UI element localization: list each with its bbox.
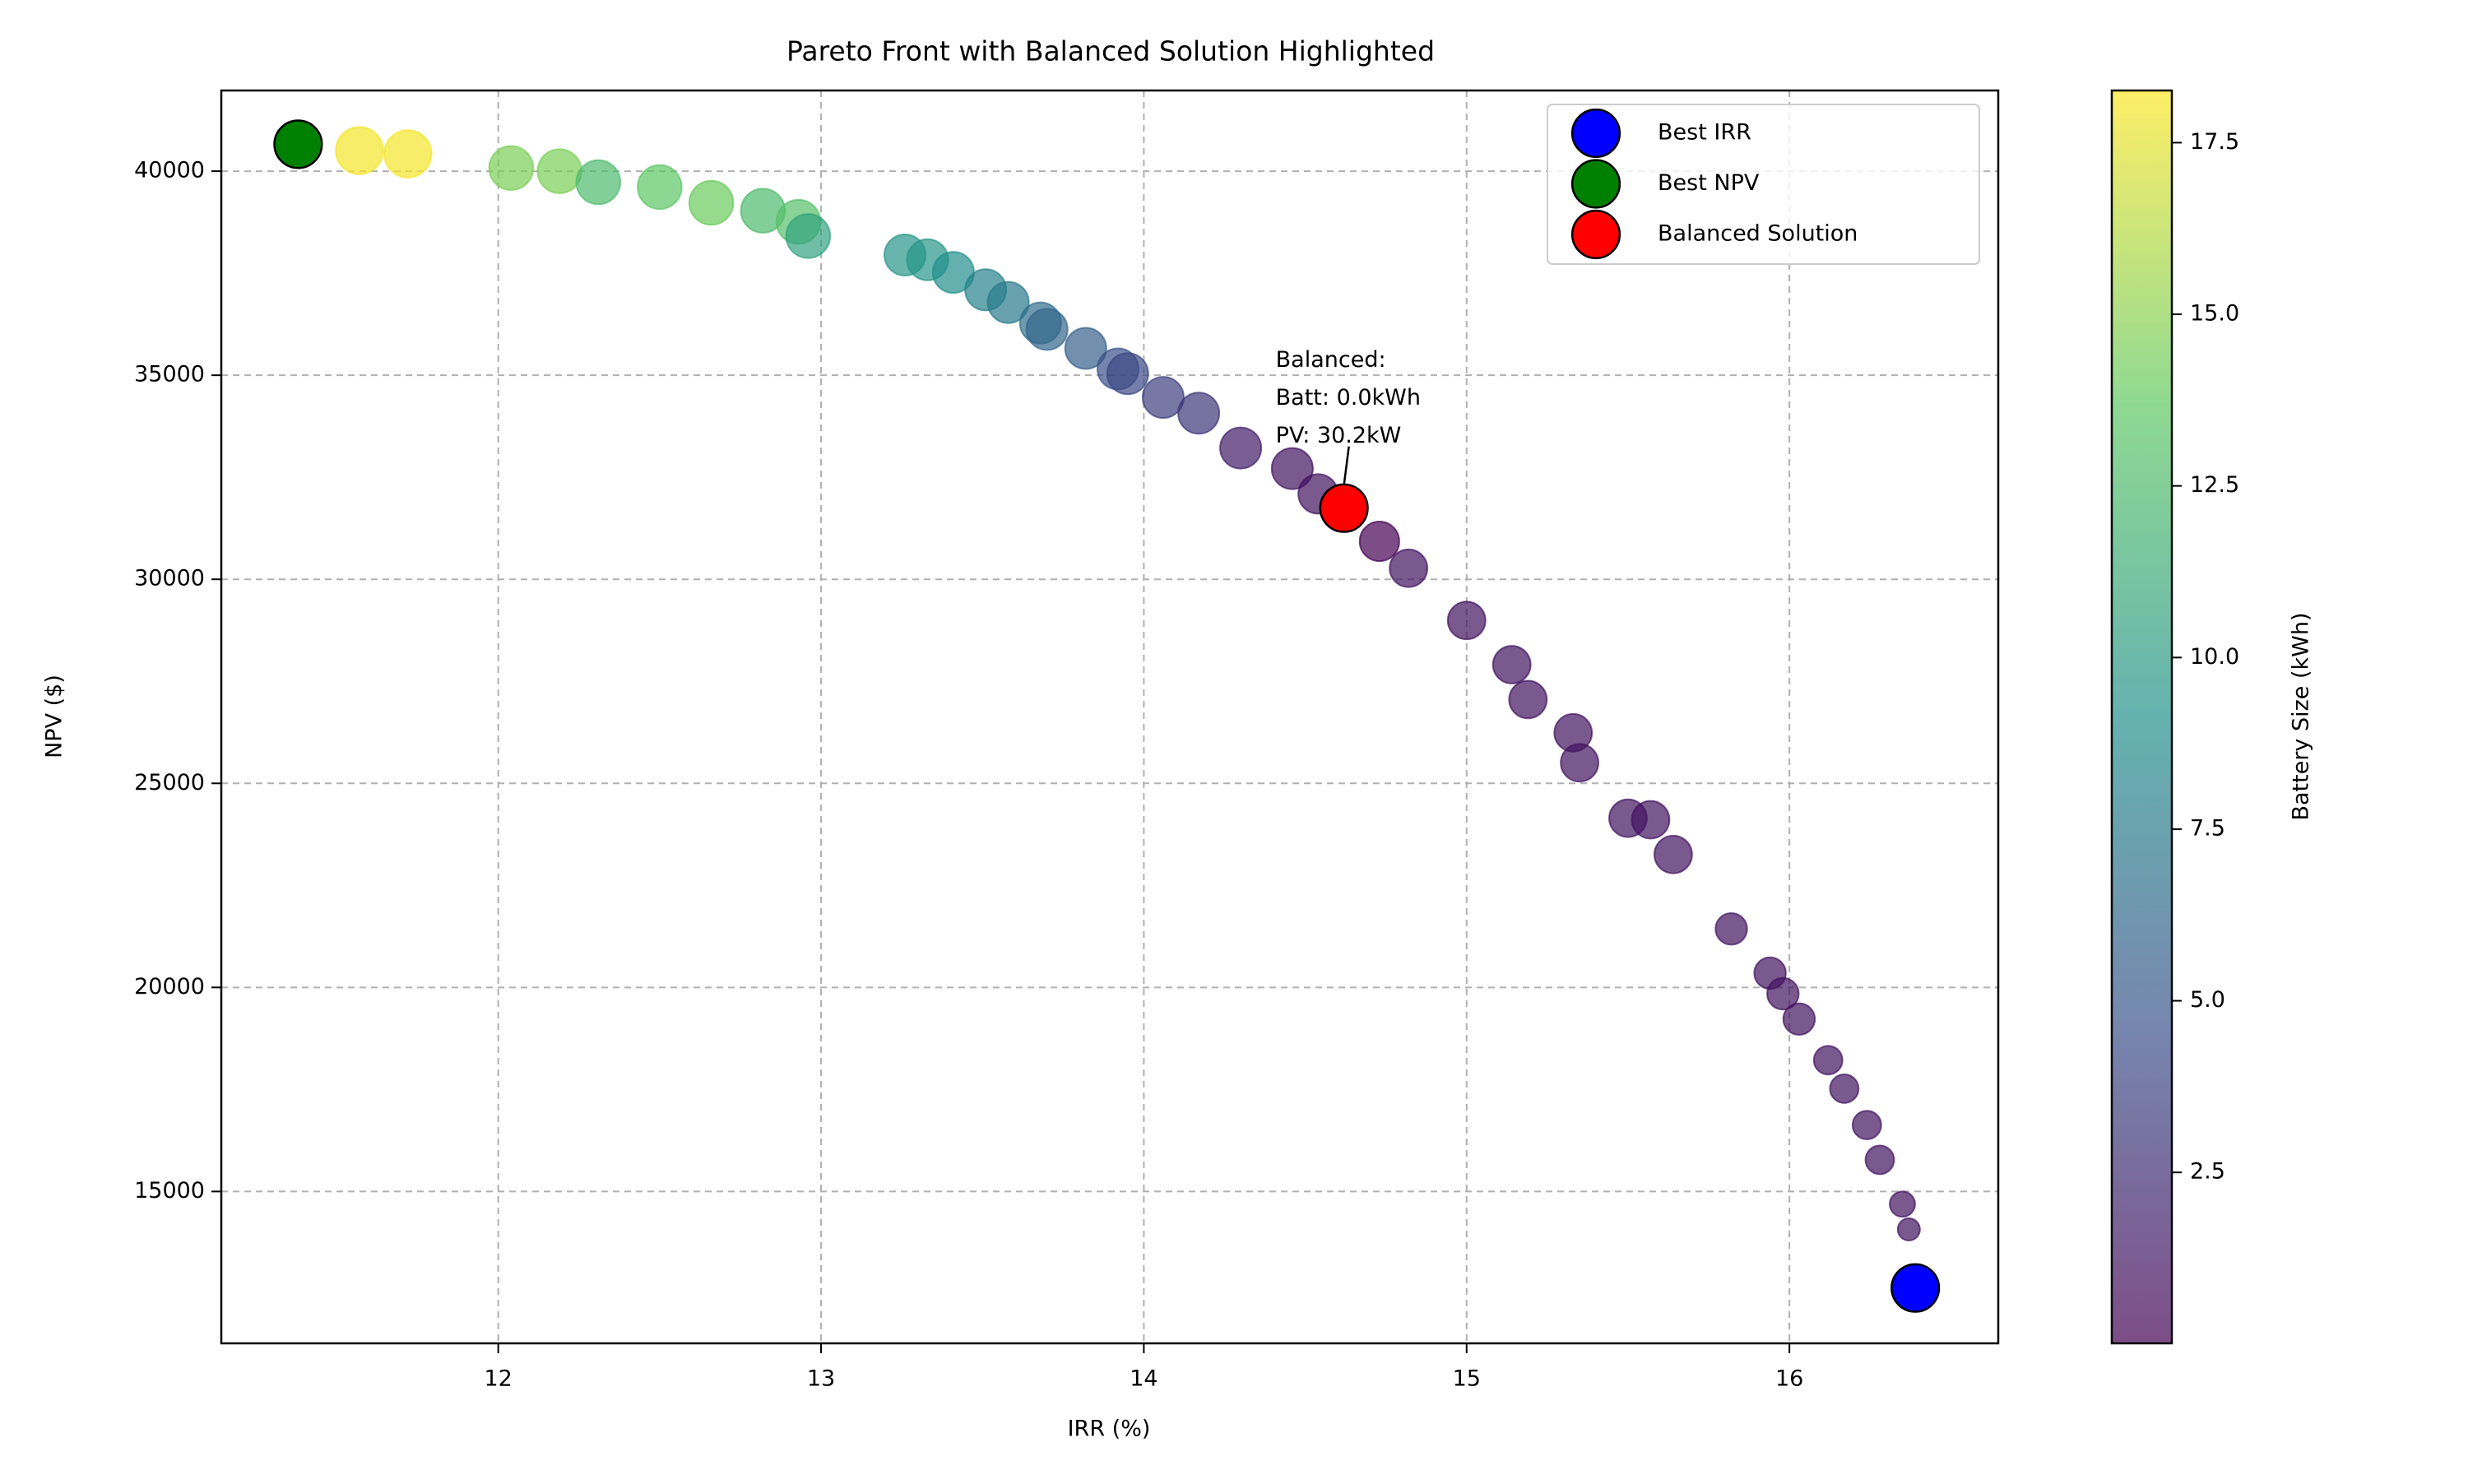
point [536,148,582,194]
colorbar [2112,90,2172,1343]
legend-label: Best IRR [1658,120,1751,146]
point [1896,1217,1921,1242]
point [1782,1002,1816,1036]
highlight-point [1319,483,1369,533]
colorbar-tick-label: 2.5 [2190,1159,2225,1185]
plot-area [221,90,1998,1343]
plot-frame [220,89,2000,1345]
point [1219,426,1263,470]
point [383,129,433,179]
point [1829,1074,1860,1104]
colorbar-label: Battery Size (kWh) [2289,612,2314,820]
x-tick-label: 14 [1130,1366,1157,1392]
x-tick-label: 16 [1775,1366,1803,1392]
highlight-point [1890,1263,1941,1313]
point [637,164,683,211]
colorbar-tick-label: 5.0 [2190,987,2225,1013]
colorbar-tick-label: 10.0 [2190,644,2239,670]
y-tick-label: 25000 [134,770,205,795]
y-tick-label: 35000 [134,362,205,387]
point [1270,447,1314,490]
point [488,145,535,191]
point [1446,601,1487,641]
annotation-text: Batt: 0.0kWh [1276,385,1421,410]
point [1358,521,1400,563]
point [1064,327,1107,370]
point [1508,679,1548,720]
y-tick-label: 40000 [134,158,205,183]
point [1389,548,1429,588]
chart-title: Pareto Front with Balanced Solution High… [786,35,1435,67]
colorbar-tick-label: 15.0 [2190,301,2239,327]
point [1177,392,1221,435]
point [1025,308,1069,351]
point [688,179,735,226]
point [1106,352,1149,396]
colorbar-tick-label: 7.5 [2190,815,2225,841]
point [575,159,622,206]
colorbar-tick-label: 17.5 [2190,129,2239,155]
legend-label: Balanced Solution [1658,221,1858,247]
annotation-arrow [1343,446,1350,485]
point [1141,376,1185,420]
point [1864,1144,1895,1176]
point [1851,1110,1882,1141]
legend-entries: Best IRR Best NPV Balanced Solution [1570,108,1858,260]
legend-label: Best NPV [1658,170,1760,196]
point [1812,1045,1844,1076]
legend-marker [1570,209,1621,260]
point [785,213,832,259]
annotation-text: PV: 30.2kW [1276,423,1402,448]
legend-marker [1570,159,1621,209]
point [1491,645,1532,684]
point [1889,1190,1916,1218]
point [986,281,1030,324]
y-axis-label: NPV ($) [42,675,67,758]
point [1654,834,1693,874]
colorbar-tick-label: 12.5 [2190,472,2239,498]
x-tick-label: 13 [807,1366,835,1392]
legend-marker [1570,108,1621,159]
point [1560,743,1599,783]
point [335,126,384,175]
point [1766,976,1800,1011]
x-tick-label: 12 [484,1366,512,1392]
y-tick-label: 30000 [134,566,205,591]
highlight-point [273,119,323,169]
colorbar-frame [2110,89,2173,1345]
point [1714,911,1748,946]
annotation-text: Balanced: [1276,347,1386,373]
y-tick-label: 15000 [134,1178,205,1203]
y-tick-label: 20000 [134,974,205,999]
point [1631,800,1671,840]
x-tick-label: 15 [1453,1366,1481,1392]
x-axis-label: IRR (%) [1068,1417,1151,1442]
legend [1547,104,1980,265]
